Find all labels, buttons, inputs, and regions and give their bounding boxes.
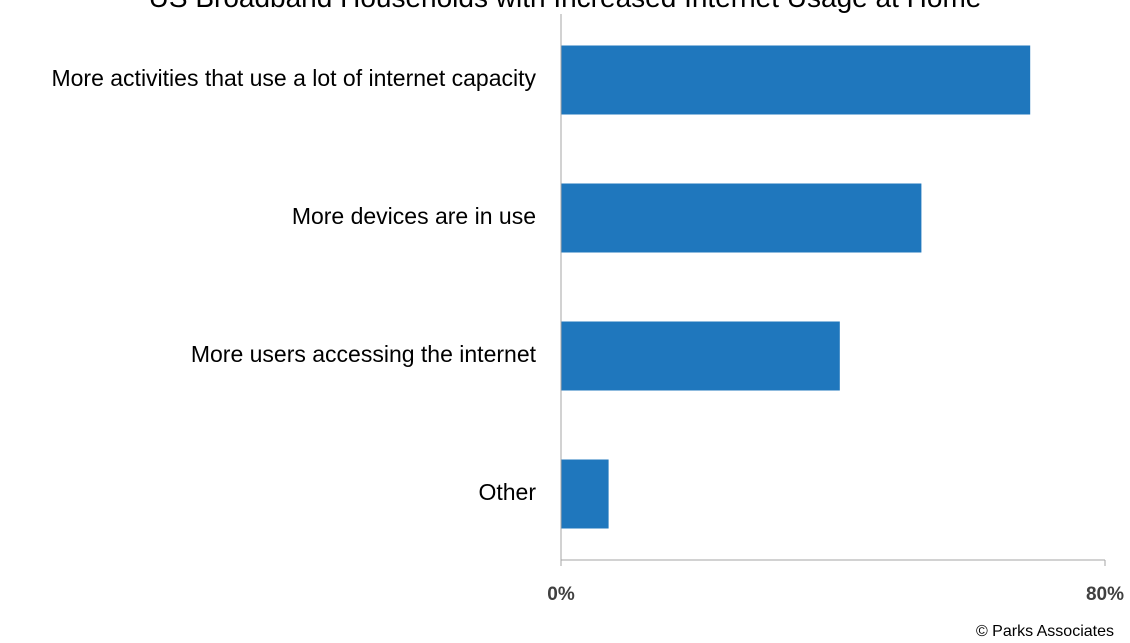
x-tick-label: 0% xyxy=(547,584,575,605)
bar-3 xyxy=(561,321,840,391)
copyright-notice: © Parks Associates xyxy=(975,623,1114,640)
category-label: More devices are in use xyxy=(292,203,536,229)
bar-4 xyxy=(561,459,609,529)
category-label: More users accessing the internet xyxy=(191,341,537,367)
category-label: More activities that use a lot of intern… xyxy=(51,65,536,91)
category-label: Other xyxy=(478,479,536,505)
bar-2 xyxy=(561,183,922,253)
chart-title: US Broadband Households with Increased I… xyxy=(0,0,1130,14)
x-tick-label: 80% xyxy=(1086,584,1124,605)
bar-1 xyxy=(561,45,1031,115)
